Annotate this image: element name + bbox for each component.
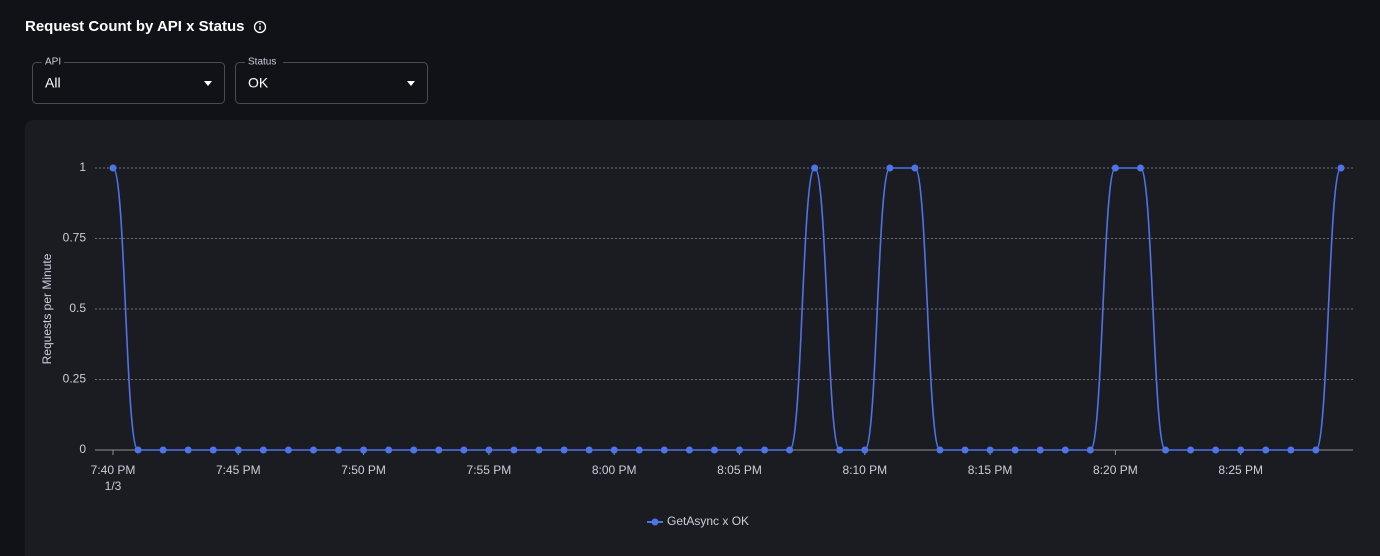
data-point bbox=[836, 446, 844, 454]
data-point bbox=[660, 446, 668, 454]
data-point bbox=[936, 446, 944, 454]
api-dropdown[interactable]: API All bbox=[32, 56, 225, 104]
data-point bbox=[209, 446, 217, 454]
data-point bbox=[861, 446, 869, 454]
y-axis-label: Requests per Minute bbox=[40, 253, 54, 364]
x-tick-label: 8:00 PM bbox=[592, 463, 637, 477]
y-tick-label: 0.25 bbox=[63, 372, 87, 386]
dropdown-value: OK bbox=[248, 75, 269, 91]
data-point bbox=[460, 446, 468, 454]
data-point bbox=[535, 446, 543, 454]
dropdown-value: All bbox=[45, 75, 61, 91]
data-point bbox=[1162, 446, 1170, 454]
y-tick-label: 0 bbox=[79, 442, 86, 456]
data-point bbox=[736, 446, 743, 454]
data-point bbox=[560, 446, 568, 454]
x-tick-label: 7:50 PM bbox=[341, 463, 386, 477]
x-tick-label: 7:55 PM bbox=[467, 463, 512, 477]
data-point bbox=[811, 164, 819, 172]
info-icon[interactable] bbox=[253, 20, 267, 34]
series-line bbox=[112, 167, 1342, 451]
data-point bbox=[1312, 446, 1320, 454]
data-point bbox=[1111, 164, 1119, 172]
data-point bbox=[1287, 446, 1295, 454]
data-point bbox=[911, 164, 919, 172]
x-tick-label: 7:45 PM bbox=[216, 463, 261, 477]
data-point bbox=[109, 164, 117, 172]
data-point bbox=[410, 446, 418, 454]
status-dropdown[interactable]: Status OK bbox=[235, 56, 428, 104]
data-point bbox=[961, 446, 969, 454]
data-point bbox=[685, 446, 693, 454]
chart-panel bbox=[25, 120, 1380, 556]
x-tick-label: 8:10 PM bbox=[842, 463, 887, 477]
data-point bbox=[385, 446, 393, 454]
panel-title: Request Count by API x Status bbox=[25, 18, 244, 35]
data-point bbox=[761, 446, 769, 454]
data-point bbox=[986, 446, 994, 454]
data-point bbox=[335, 446, 343, 454]
data-point bbox=[510, 446, 518, 454]
legend-swatch-dot bbox=[651, 518, 659, 526]
data-point bbox=[1262, 446, 1270, 454]
data-point bbox=[1237, 446, 1245, 454]
legend-label: GetAsync x OK bbox=[667, 514, 749, 528]
data-point bbox=[1187, 446, 1195, 454]
data-point bbox=[259, 446, 267, 454]
x-tick-label: 8:15 PM bbox=[968, 463, 1013, 477]
x-tick-label: 8:20 PM bbox=[1093, 463, 1138, 477]
data-point bbox=[1036, 446, 1044, 454]
data-point bbox=[134, 446, 142, 454]
data-point bbox=[1136, 164, 1144, 172]
data-point bbox=[234, 446, 242, 454]
data-point bbox=[635, 446, 643, 454]
data-point bbox=[435, 446, 443, 454]
data-point bbox=[610, 446, 618, 454]
data-point bbox=[1212, 446, 1220, 454]
data-point bbox=[360, 446, 368, 454]
dropdown-label: Status bbox=[248, 57, 276, 68]
x-date-label: 1/3 bbox=[105, 479, 122, 493]
x-tick-label: 8:05 PM bbox=[717, 463, 762, 477]
y-tick-label: 1 bbox=[79, 160, 86, 174]
data-point bbox=[184, 446, 192, 454]
y-tick-label: 0.75 bbox=[63, 231, 87, 245]
x-tick-label: 7:40 PM bbox=[91, 463, 136, 477]
data-point bbox=[1011, 446, 1019, 454]
data-point bbox=[786, 446, 794, 454]
data-point bbox=[1086, 446, 1094, 454]
data-point bbox=[1061, 446, 1069, 454]
data-point bbox=[309, 446, 317, 454]
data-point bbox=[284, 446, 292, 454]
data-point bbox=[710, 446, 718, 454]
data-point bbox=[159, 446, 167, 454]
data-point bbox=[1337, 164, 1345, 172]
y-tick-label: 0.5 bbox=[69, 301, 86, 315]
data-point bbox=[485, 446, 493, 454]
data-point bbox=[886, 164, 894, 172]
dropdown-label: API bbox=[45, 57, 61, 68]
data-point bbox=[585, 446, 593, 454]
x-tick-label: 8:25 PM bbox=[1218, 463, 1263, 477]
